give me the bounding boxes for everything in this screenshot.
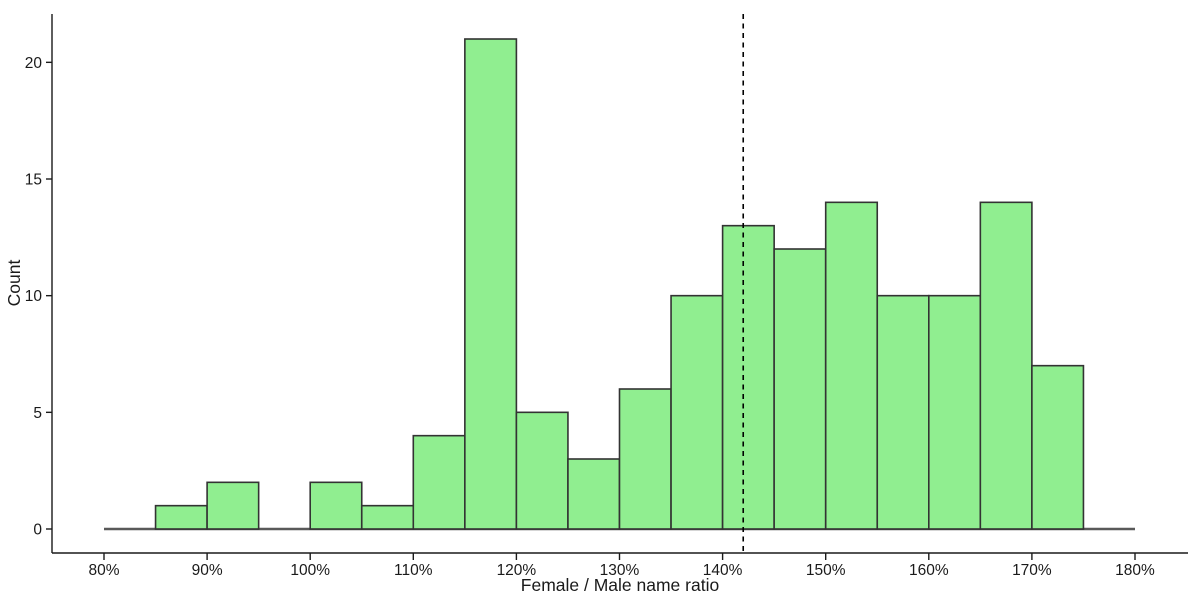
x-tick-label: 160%	[909, 562, 949, 579]
histogram-bar	[979, 201, 1033, 530]
histogram-bar	[154, 504, 208, 530]
x-axis-title: Female / Male name ratio	[521, 575, 719, 595]
y-tick-label: 15	[25, 172, 42, 189]
histogram-bar	[670, 294, 724, 530]
x-tick-label: 150%	[806, 562, 846, 579]
y-tick-label: 5	[33, 405, 42, 422]
histogram-bar	[618, 388, 672, 530]
histogram-bar	[927, 294, 982, 530]
x-tick-label: 170%	[1012, 562, 1052, 579]
histogram-bar	[360, 504, 415, 530]
x-tick-label: 120%	[497, 562, 537, 579]
x-tick-label: 80%	[88, 562, 119, 579]
histogram-bar	[567, 458, 621, 530]
x-tick-label: 110%	[394, 562, 433, 579]
histogram-bar	[773, 248, 827, 530]
histogram-bar	[876, 294, 930, 530]
x-tick-label: 140%	[703, 562, 743, 579]
y-axis-title: Count	[4, 260, 24, 307]
y-tick-label: 10	[25, 288, 43, 305]
y-tick-label: 20	[25, 55, 43, 72]
histogram-bar	[309, 481, 363, 530]
histogram-bar	[1031, 364, 1085, 530]
x-tick-label: 180%	[1115, 562, 1155, 579]
x-tick-label: 130%	[600, 562, 640, 579]
histogram-bar	[412, 434, 466, 530]
x-tick-label: 100%	[290, 562, 330, 579]
x-tick-label: 90%	[192, 562, 223, 579]
histogram-bar	[515, 411, 569, 530]
histogram-bar	[464, 38, 518, 530]
y-tick-label: 0	[33, 522, 42, 539]
histogram-bar	[721, 224, 775, 530]
histogram-bar	[206, 481, 260, 530]
histogram-bar	[824, 201, 879, 530]
